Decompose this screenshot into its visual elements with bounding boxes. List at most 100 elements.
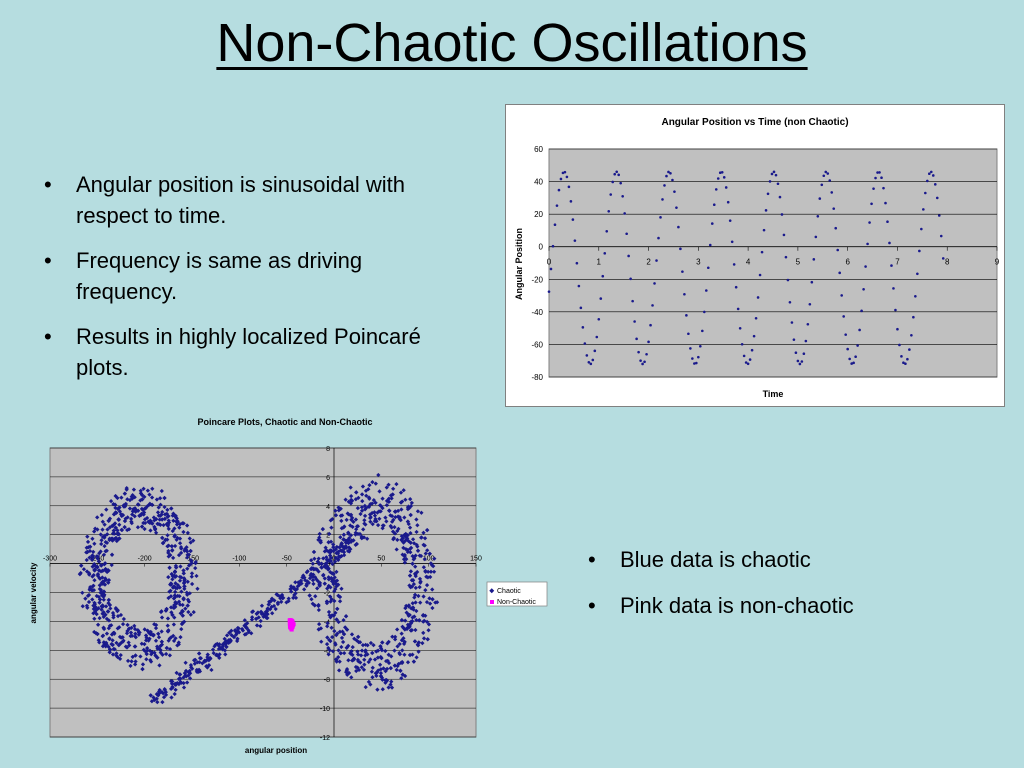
data-point-chaotic bbox=[115, 495, 120, 501]
data-point-chaotic bbox=[167, 565, 172, 570]
data-point bbox=[854, 355, 857, 359]
data-point bbox=[868, 221, 871, 224]
data-point-chaotic bbox=[179, 550, 184, 556]
x-tick-label: -150 bbox=[185, 556, 199, 563]
bullet-item: Angular position is sinusoidal with resp… bbox=[36, 169, 436, 231]
data-point bbox=[926, 179, 929, 183]
data-point-chaotic bbox=[187, 668, 192, 673]
data-point-chaotic bbox=[223, 642, 228, 647]
data-point-chaotic bbox=[312, 603, 317, 608]
data-point bbox=[635, 337, 638, 341]
data-point-chaotic bbox=[415, 523, 420, 528]
data-point-chaotic bbox=[421, 636, 427, 641]
data-point-chaotic bbox=[155, 510, 161, 515]
data-point-chaotic bbox=[391, 535, 397, 541]
data-point-chaotic bbox=[414, 517, 419, 522]
data-point-chaotic bbox=[155, 655, 160, 660]
x-tick-label: 4 bbox=[746, 258, 751, 267]
data-point-chaotic bbox=[413, 585, 418, 591]
data-point bbox=[866, 242, 869, 246]
data-point bbox=[710, 222, 714, 225]
bullet-item: Blue data is chaotic bbox=[580, 544, 980, 575]
chart-title: Angular Position vs Time (non Chaotic) bbox=[661, 117, 848, 128]
data-point bbox=[595, 335, 599, 339]
data-point-chaotic bbox=[266, 602, 271, 607]
data-point-chaotic bbox=[158, 609, 164, 615]
data-point-chaotic bbox=[368, 682, 373, 687]
x-axis-label: Time bbox=[763, 389, 784, 399]
data-point-chaotic bbox=[178, 634, 183, 640]
data-point bbox=[824, 170, 828, 174]
data-point-chaotic bbox=[139, 492, 145, 498]
data-point bbox=[796, 359, 800, 363]
data-point bbox=[591, 358, 595, 362]
data-point-chaotic bbox=[163, 651, 169, 657]
y-tick-label: 6 bbox=[326, 475, 330, 482]
data-point-chaotic bbox=[360, 492, 365, 497]
data-point-chaotic bbox=[169, 695, 174, 700]
data-point-chaotic bbox=[171, 605, 176, 610]
data-point-chaotic bbox=[106, 518, 111, 523]
data-point-chaotic bbox=[403, 531, 408, 536]
data-point-chaotic bbox=[181, 571, 186, 576]
data-point bbox=[826, 172, 830, 175]
data-point bbox=[563, 170, 567, 174]
data-point-chaotic bbox=[327, 531, 332, 537]
data-point-chaotic bbox=[172, 543, 178, 549]
data-point-chaotic bbox=[145, 488, 150, 493]
data-point-chaotic bbox=[135, 502, 141, 507]
data-point-chaotic bbox=[392, 648, 397, 653]
data-point-chaotic bbox=[129, 625, 134, 630]
data-point-chaotic bbox=[108, 499, 114, 504]
data-point bbox=[661, 198, 664, 201]
data-point-chaotic bbox=[128, 633, 133, 639]
data-point bbox=[673, 190, 676, 193]
data-point-chaotic bbox=[95, 527, 100, 532]
data-point bbox=[585, 354, 589, 357]
data-point bbox=[931, 174, 935, 177]
data-point-chaotic bbox=[370, 665, 375, 670]
data-point-chaotic bbox=[148, 693, 153, 698]
data-point-chaotic bbox=[147, 492, 152, 497]
data-point bbox=[565, 175, 569, 179]
data-point-chaotic bbox=[341, 532, 346, 537]
data-point bbox=[669, 172, 672, 175]
data-point-chaotic bbox=[99, 512, 104, 518]
data-point-chaotic bbox=[185, 555, 190, 560]
data-point-chaotic bbox=[153, 625, 159, 631]
data-point-chaotic bbox=[87, 544, 93, 549]
y-tick-label: 0 bbox=[539, 243, 544, 252]
data-point-chaotic bbox=[386, 639, 391, 644]
data-point-chaotic bbox=[415, 548, 421, 553]
data-point-chaotic bbox=[356, 634, 361, 640]
data-point-chaotic bbox=[90, 553, 95, 558]
data-point bbox=[808, 302, 812, 306]
data-point bbox=[728, 219, 732, 222]
data-point-chaotic bbox=[389, 685, 395, 690]
data-point-chaotic bbox=[182, 671, 188, 676]
data-point-chaotic bbox=[383, 515, 388, 520]
data-point-chaotic bbox=[217, 655, 222, 661]
data-point-chaotic bbox=[402, 515, 407, 520]
data-point bbox=[569, 200, 573, 203]
data-point bbox=[810, 280, 814, 284]
data-point bbox=[601, 274, 605, 278]
data-point-chaotic bbox=[169, 681, 175, 686]
data-point-chaotic bbox=[157, 663, 162, 668]
data-point-chaotic bbox=[158, 502, 163, 507]
data-point-chaotic bbox=[189, 571, 195, 576]
data-point bbox=[687, 332, 690, 336]
data-point bbox=[766, 192, 770, 196]
data-point bbox=[599, 297, 603, 300]
data-point-chaotic bbox=[362, 662, 367, 667]
bullet-item: Pink data is non-chaotic bbox=[580, 590, 980, 621]
x-tick-label: 50 bbox=[377, 556, 385, 563]
data-point-chaotic bbox=[363, 522, 368, 527]
data-point bbox=[705, 289, 708, 292]
data-point-chaotic bbox=[314, 567, 319, 572]
data-point-chaotic bbox=[110, 538, 115, 543]
data-point-chaotic bbox=[384, 666, 390, 672]
data-point bbox=[671, 178, 674, 182]
data-point-chaotic bbox=[146, 519, 151, 524]
data-point bbox=[906, 357, 909, 361]
